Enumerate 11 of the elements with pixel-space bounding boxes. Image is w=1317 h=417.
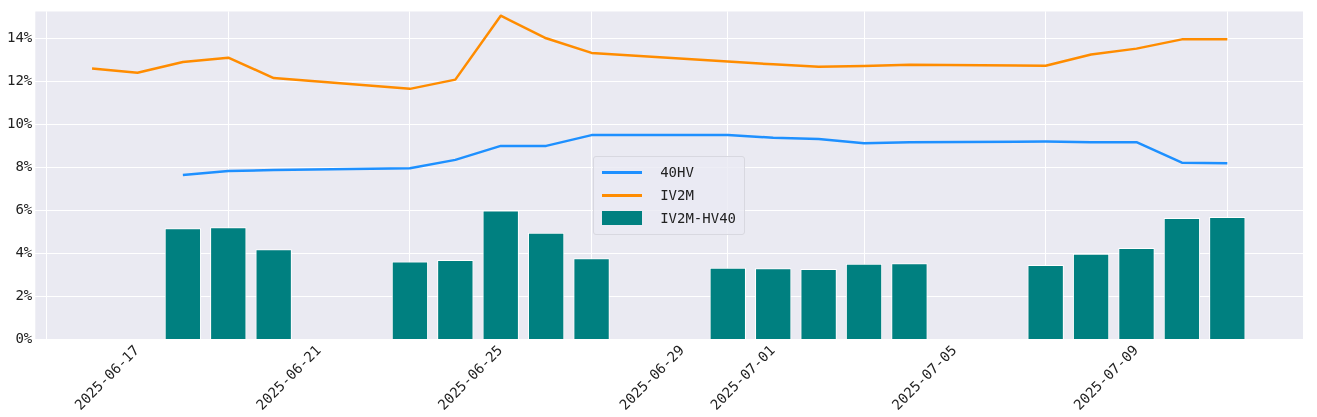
- legend-label: 40HV: [660, 164, 694, 181]
- legend-label: IV2M-HV40: [660, 210, 736, 227]
- y-tick-label: 12%: [6, 71, 33, 88]
- y-tick-label: 0%: [15, 330, 33, 347]
- y-tick-label: 6%: [15, 201, 33, 218]
- y-tick-label: 8%: [15, 158, 33, 175]
- y-tick-label: 10%: [6, 115, 33, 131]
- legend-label: IV2M: [660, 187, 694, 204]
- y-tick-label: 4%: [15, 244, 33, 261]
- y-tick-label: 14%: [6, 28, 33, 45]
- y-tick-label: 2%: [15, 287, 33, 304]
